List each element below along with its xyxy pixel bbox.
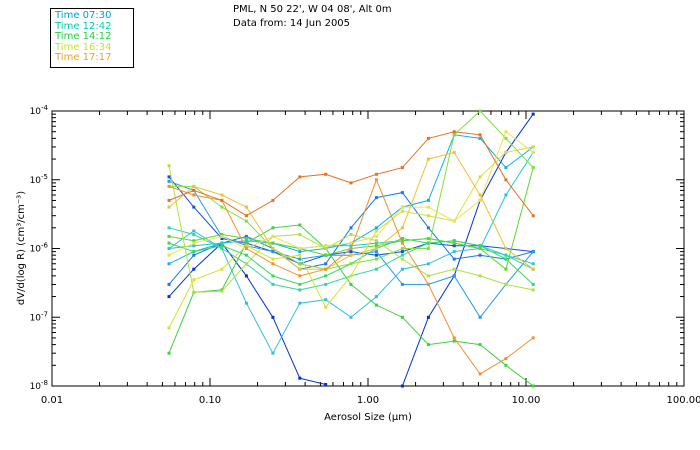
- legend: Time 07:30 Time 12:42 Time 14:12 Time 16…: [50, 8, 134, 68]
- location-header: PML, N 50 22', W 04 08', Alt 0m: [233, 4, 392, 15]
- series-layer: [167, 109, 535, 388]
- x-tick-label: 10.00: [512, 395, 541, 406]
- series-line: [168, 146, 534, 329]
- x-tick-label: 0.10: [199, 395, 221, 406]
- legend-item: Time 07:30: [55, 10, 112, 21]
- legend-item: Time 12:42: [55, 20, 112, 32]
- y-tick-label: 10-6: [30, 242, 49, 255]
- axes: 0.01 0.10 1.00 10.00 100.00 10-8 10-7 10-6 10-5 1…: [30, 104, 700, 406]
- x-tick-label: 100.00: [667, 395, 700, 406]
- x-tick-label: 0.01: [41, 395, 63, 406]
- y-tick-label: 10-4: [30, 104, 49, 117]
- legend-item: Time 14:12: [55, 31, 112, 42]
- series-line: [168, 165, 534, 293]
- series-line: [169, 110, 534, 270]
- series: [167, 130, 535, 218]
- series-line: [401, 113, 534, 387]
- x-axis-label: Aerosol Size (μm): [324, 412, 412, 423]
- plot-frame: [51, 110, 685, 387]
- legend-item: Time 16:34: [55, 41, 112, 53]
- y-tick-label: 10-7: [30, 310, 48, 323]
- series-line: [168, 130, 534, 256]
- date-header: Data from: 14 Jun 2005: [233, 18, 351, 29]
- legend-item: Time 17:17: [55, 52, 112, 63]
- x-tick-label: 1.00: [357, 395, 379, 406]
- y-tick-label: 10-8: [30, 379, 48, 392]
- series-line: [168, 151, 534, 270]
- series-line: [168, 242, 326, 385]
- series-line: [168, 230, 534, 355]
- series-line: [168, 131, 534, 217]
- y-axis-label: dV/d(log R) (cm³/cm⁻³): [16, 191, 27, 305]
- series-line: [168, 178, 534, 375]
- series-line: [168, 224, 534, 387]
- series: [167, 130, 535, 257]
- data-point: [167, 253, 171, 257]
- y-tick-label: 10-5: [30, 173, 48, 186]
